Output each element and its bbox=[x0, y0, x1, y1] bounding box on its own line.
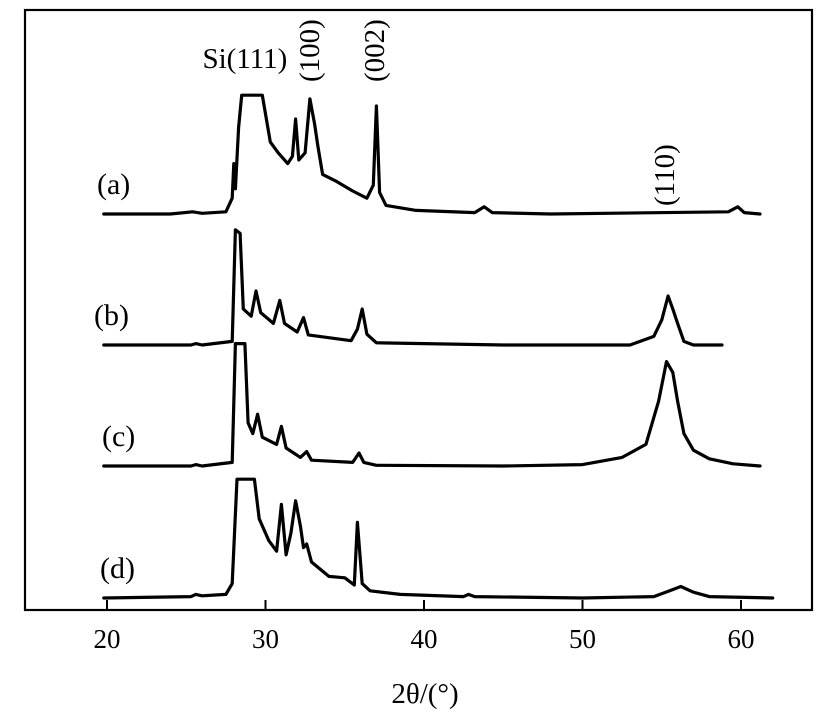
x-tick-label-1: 20 bbox=[94, 624, 121, 654]
x-tick-label-2: 30 bbox=[252, 624, 279, 654]
peak-annotation-2: (100) bbox=[294, 19, 326, 82]
series-label-3: (c) bbox=[102, 420, 135, 453]
x-axis-label: 2θ/(°) bbox=[391, 678, 458, 710]
series-label-4: (d) bbox=[100, 552, 135, 585]
x-tick-label-4: 50 bbox=[569, 624, 596, 654]
peak-annotation-3: (002) bbox=[359, 19, 391, 82]
series-label-1: (a) bbox=[97, 168, 130, 201]
peak-annotation-1: Si(111) bbox=[202, 43, 287, 75]
series-line-4 bbox=[102, 477, 775, 600]
series-line-3 bbox=[102, 342, 762, 468]
x-tick-label-3: 40 bbox=[411, 624, 438, 654]
plot-frame bbox=[23, 8, 814, 612]
traces-group bbox=[102, 93, 775, 600]
labels-group: (a) (b) (c) (d) Si(111) (100) (002) (110) bbox=[94, 19, 681, 585]
peak-annotation-4: (110) bbox=[649, 144, 681, 206]
series-line-1 bbox=[102, 93, 762, 216]
x-axis-ticks: 20 30 40 50 60 bbox=[94, 600, 755, 654]
series-line-2 bbox=[102, 228, 724, 347]
series-label-2: (b) bbox=[94, 299, 129, 332]
x-tick-label-5: 60 bbox=[728, 624, 755, 654]
